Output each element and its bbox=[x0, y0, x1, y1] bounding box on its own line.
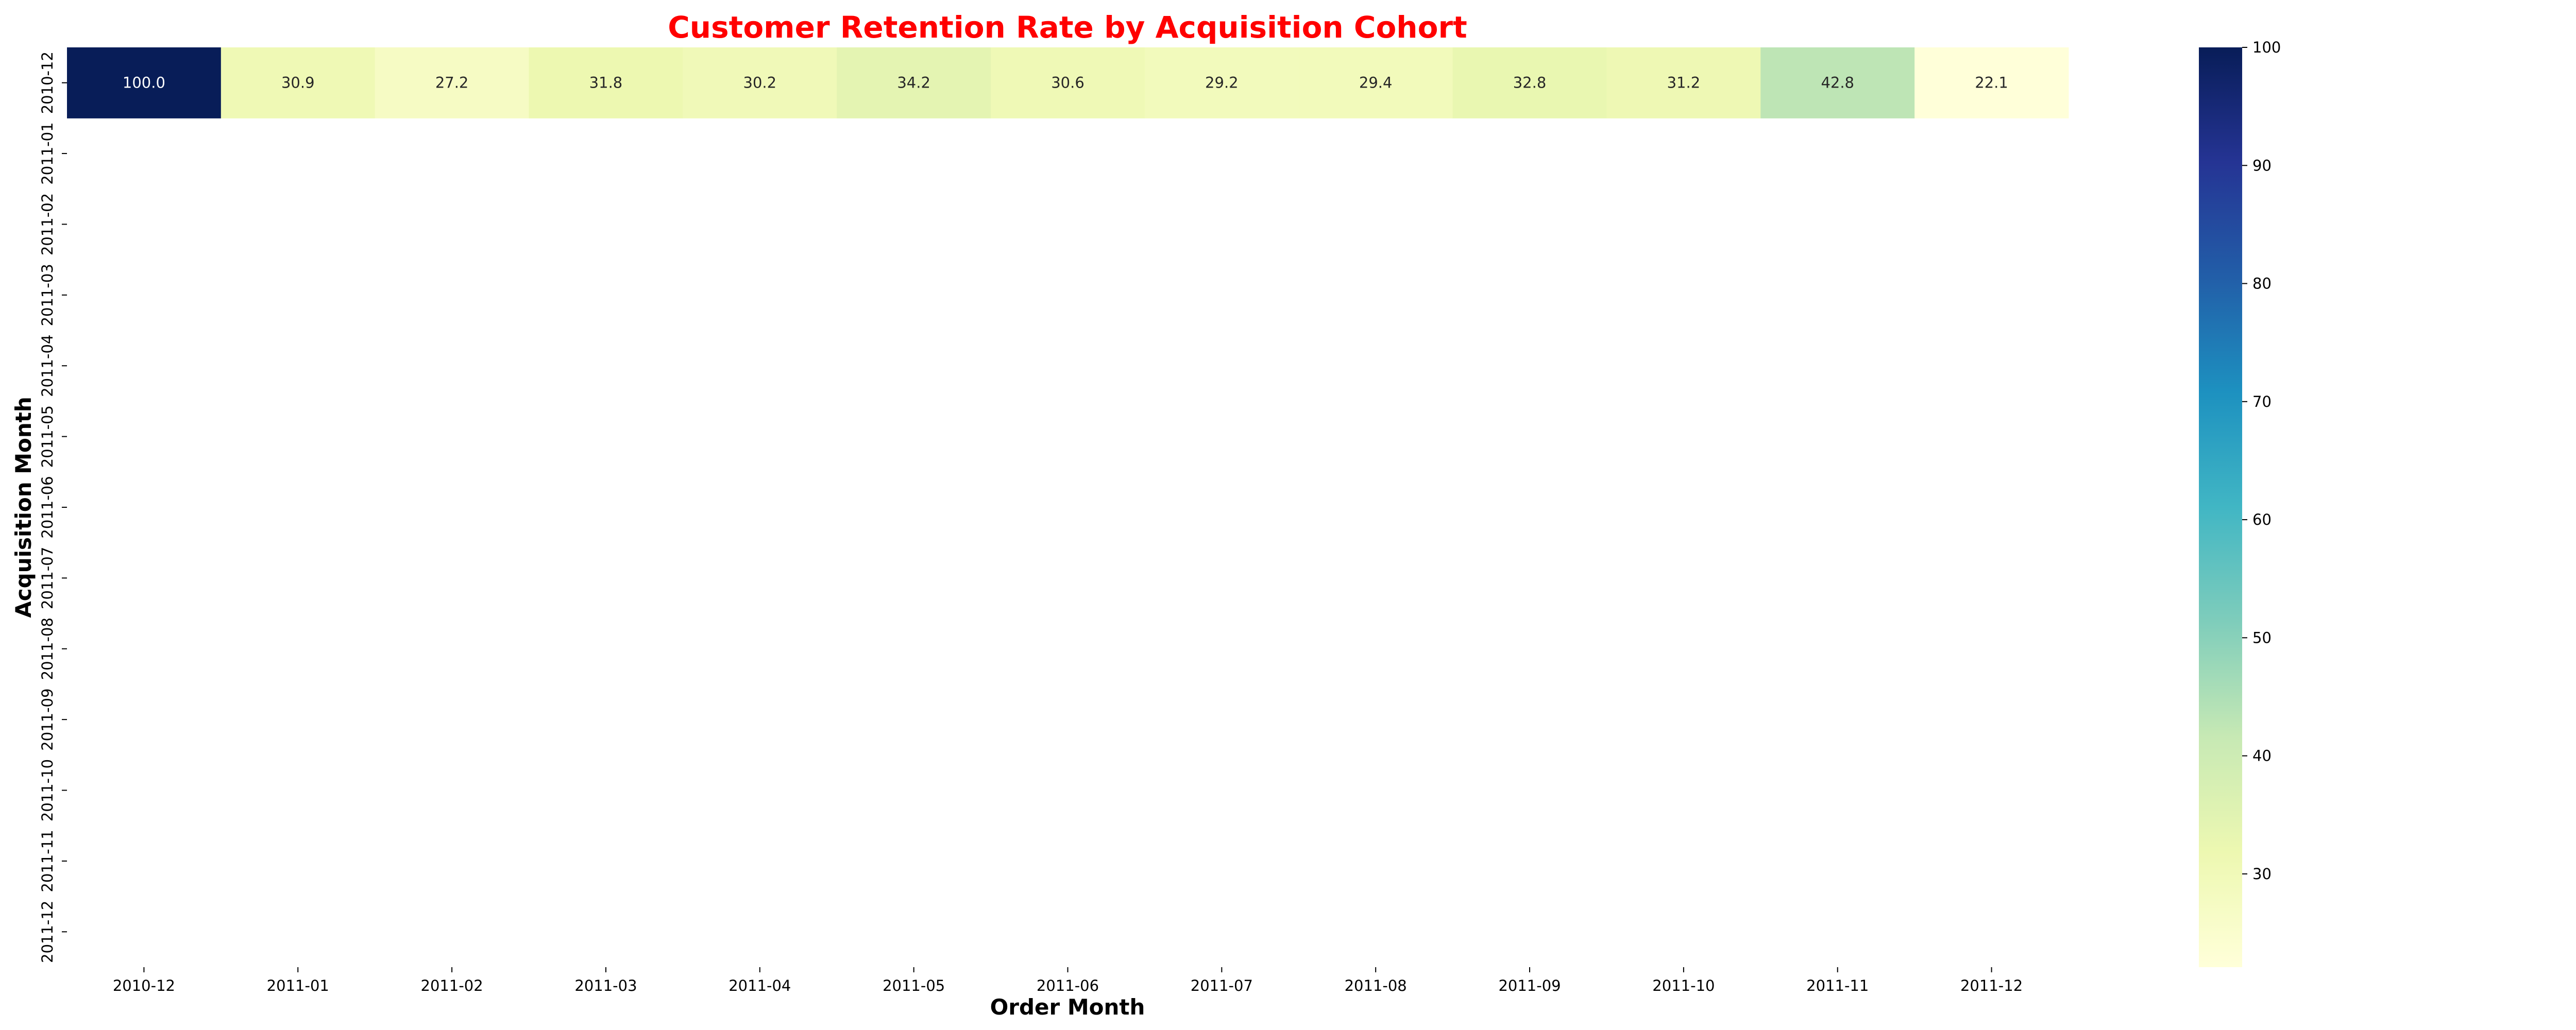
colorbar-tick-label: 100 bbox=[2252, 39, 2281, 56]
x-tick-label: 2011-01 bbox=[267, 977, 329, 994]
heatmap-cell bbox=[1298, 47, 1453, 118]
y-axis-title: Acquisition Month bbox=[11, 397, 36, 618]
heatmap-cell bbox=[375, 47, 530, 118]
x-axis-title: Order Month bbox=[990, 994, 1145, 1020]
heatmap-cell bbox=[221, 47, 376, 118]
y-tick-label: 2011-02 bbox=[39, 193, 56, 255]
x-axis-ticks: 2010-12 2011-01 2011-02 2011-03 2011-04 2011-… bbox=[113, 967, 2023, 994]
heatmap-cell-labels: 100.0 30.9 27.2 31.8 30.2 34.2 30.6 29.2 29.4 32.… bbox=[123, 74, 2008, 92]
y-tick-label: 2011-10 bbox=[39, 759, 56, 821]
y-tick-label: 2011-06 bbox=[39, 476, 56, 538]
y-tick-label: 2011-01 bbox=[39, 122, 56, 184]
y-tick-label: 2011-08 bbox=[39, 617, 56, 680]
heatmap-cell bbox=[67, 47, 222, 118]
x-tick-label: 2011-06 bbox=[1037, 977, 1099, 994]
y-tick-label: 2011-09 bbox=[39, 689, 56, 751]
colorbar-tick-label: 60 bbox=[2252, 511, 2272, 528]
x-tick-label: 2011-07 bbox=[1191, 977, 1253, 994]
cell-value-label: 34.2 bbox=[897, 74, 930, 92]
y-tick-label: 2011-11 bbox=[39, 830, 56, 892]
colorbar-tick-label: 70 bbox=[2252, 393, 2272, 410]
cell-value-label: 22.1 bbox=[1975, 74, 2008, 92]
heatmap-cell bbox=[991, 47, 1145, 118]
x-tick-label: 2011-08 bbox=[1345, 977, 1407, 994]
cell-value-label: 31.2 bbox=[1667, 74, 1701, 92]
y-tick-label: 2011-07 bbox=[39, 547, 56, 609]
heatmap-cell bbox=[1144, 47, 1299, 118]
colorbar-tick-label: 50 bbox=[2252, 629, 2272, 646]
cell-value-label: 29.2 bbox=[1205, 74, 1239, 92]
cell-value-label: 27.2 bbox=[435, 74, 469, 92]
y-tick-label: 2011-05 bbox=[39, 405, 56, 468]
x-tick-label: 2011-12 bbox=[1960, 977, 2023, 994]
cell-value-label: 31.8 bbox=[589, 74, 623, 92]
heatmap-cell bbox=[683, 47, 837, 118]
x-tick-label: 2011-05 bbox=[883, 977, 945, 994]
colorbar-tick-label: 40 bbox=[2252, 747, 2272, 765]
cell-value-label: 32.8 bbox=[1513, 74, 1547, 92]
heatmap-cell bbox=[1914, 47, 2069, 118]
y-axis-ticks: 2010-12 2011-01 2011-02 2011-03 2011-04 2011-… bbox=[39, 52, 67, 963]
cell-value-label: 30.9 bbox=[281, 74, 315, 92]
y-tick-label: 2011-04 bbox=[39, 335, 56, 397]
cell-value-label: 29.4 bbox=[1359, 74, 1393, 92]
heatmap-cell bbox=[1606, 47, 1761, 118]
x-tick-label: 2011-10 bbox=[1652, 977, 1715, 994]
colorbar-gradient bbox=[2199, 47, 2242, 967]
heatmap-cell bbox=[529, 47, 683, 118]
colorbar-tick-label: 90 bbox=[2252, 157, 2272, 174]
cell-value-label: 30.2 bbox=[743, 74, 777, 92]
heatmap-cell bbox=[837, 47, 991, 118]
x-tick-label: 2011-02 bbox=[421, 977, 483, 994]
heatmap-cell bbox=[1760, 47, 1915, 118]
x-tick-label: 2011-09 bbox=[1498, 977, 1561, 994]
colorbar-tick-label: 30 bbox=[2252, 865, 2272, 883]
y-tick-label: 2010-12 bbox=[39, 52, 56, 114]
cell-value-label: 30.6 bbox=[1051, 74, 1084, 92]
x-tick-label: 2011-04 bbox=[728, 977, 791, 994]
colorbar: 30 40 50 60 70 80 90 100 bbox=[2199, 39, 2281, 967]
x-tick-label: 2011-03 bbox=[574, 977, 637, 994]
x-tick-label: 2010-12 bbox=[113, 977, 175, 994]
y-tick-label: 2011-03 bbox=[39, 264, 56, 326]
cell-value-label: 42.8 bbox=[1821, 74, 1854, 92]
y-tick-label: 2011-12 bbox=[39, 901, 56, 963]
x-tick-label: 2011-11 bbox=[1806, 977, 1869, 994]
colorbar-tick-label: 80 bbox=[2252, 275, 2272, 293]
heatmap-cells bbox=[67, 47, 2069, 118]
cell-value-label: 100.0 bbox=[123, 74, 165, 92]
chart-title: Customer Retention Rate by Acquisition C… bbox=[668, 10, 1467, 45]
heatmap-cell bbox=[1452, 47, 1607, 118]
